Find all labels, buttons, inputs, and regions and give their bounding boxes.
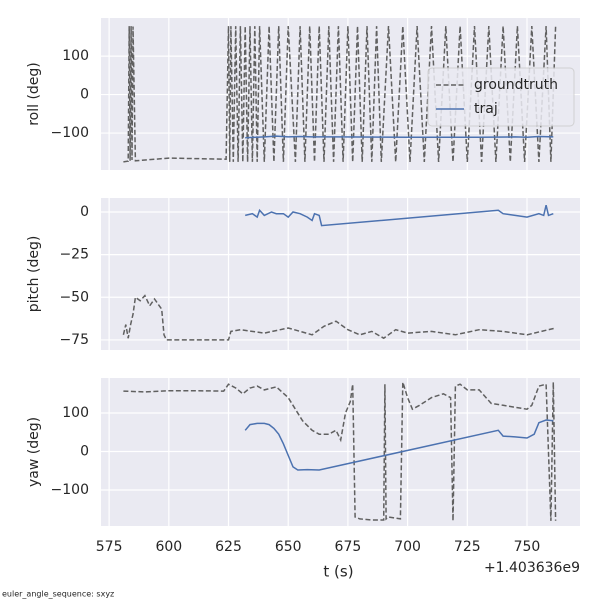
x-tick-label: 600: [155, 539, 182, 555]
series-line: [245, 135, 554, 139]
x-tick-label: 750: [514, 539, 541, 555]
y-tick-label: 0: [80, 204, 89, 220]
y-tick-label: 0: [80, 444, 89, 460]
x-tick-label: 625: [215, 539, 242, 555]
y-axis-label: yaw (deg): [26, 417, 42, 487]
x-axis-label: t (s): [323, 563, 353, 581]
y-tick-label: −100: [51, 482, 89, 498]
y-tick-label: 0: [80, 87, 89, 103]
legend-label: groundtruth: [474, 77, 558, 93]
y-tick-label: 100: [62, 48, 89, 64]
footer: euler_angle_sequence: sxyz: [2, 590, 114, 599]
series-line: [244, 419, 554, 471]
x-offset-label: +1.403636e9: [484, 560, 580, 576]
x-tick-label: 575: [96, 539, 123, 555]
y-tick-label: −50: [59, 289, 89, 305]
y-tick-label: 100: [62, 405, 89, 421]
series-line: [245, 205, 554, 227]
y-tick-label: −75: [59, 332, 89, 348]
x-tick-label: 650: [275, 539, 302, 555]
series-line: [122, 294, 556, 341]
y-tick-label: −100: [51, 125, 89, 141]
y-tick-label: −25: [59, 247, 89, 263]
x-tick-label: 725: [454, 539, 481, 555]
legend-box: [427, 67, 575, 127]
x-tick-label: 700: [394, 539, 421, 555]
y-axis-label: pitch (deg): [26, 236, 42, 313]
legend-label: traj: [474, 101, 498, 117]
plot-area: [101, 198, 580, 350]
x-tick-label: 675: [335, 539, 362, 555]
y-axis-label: roll (deg): [26, 62, 42, 126]
series-line: [123, 381, 557, 521]
